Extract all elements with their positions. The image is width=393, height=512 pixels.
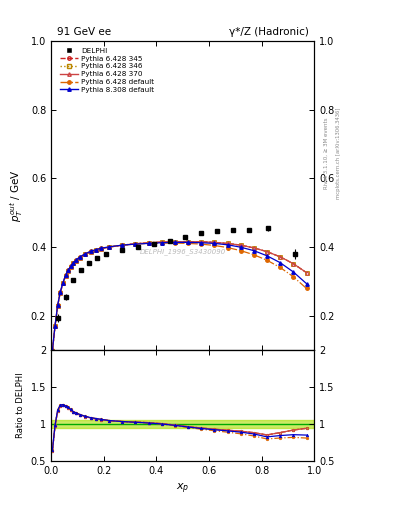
- Bar: [51, 420, 314, 428]
- Text: γ*/Z (Hadronic): γ*/Z (Hadronic): [229, 27, 309, 37]
- Y-axis label: $p_T^{out}$ / GeV: $p_T^{out}$ / GeV: [9, 169, 25, 222]
- Y-axis label: Ratio to DELPHI: Ratio to DELPHI: [16, 373, 25, 438]
- Text: Rivet 3.1.10, ≥ 3M events: Rivet 3.1.10, ≥ 3M events: [324, 118, 329, 189]
- Text: DELPHI_1996_S3430090: DELPHI_1996_S3430090: [140, 248, 226, 254]
- X-axis label: $x_p$: $x_p$: [176, 481, 189, 496]
- Text: 91 GeV ee: 91 GeV ee: [57, 27, 111, 37]
- Text: mcplots.cern.ch [arXiv:1306.3436]: mcplots.cern.ch [arXiv:1306.3436]: [336, 108, 341, 199]
- Legend: DELPHI, Pythia 6.428 345, Pythia 6.428 346, Pythia 6.428 370, Pythia 6.428 defau: DELPHI, Pythia 6.428 345, Pythia 6.428 3…: [60, 48, 154, 93]
